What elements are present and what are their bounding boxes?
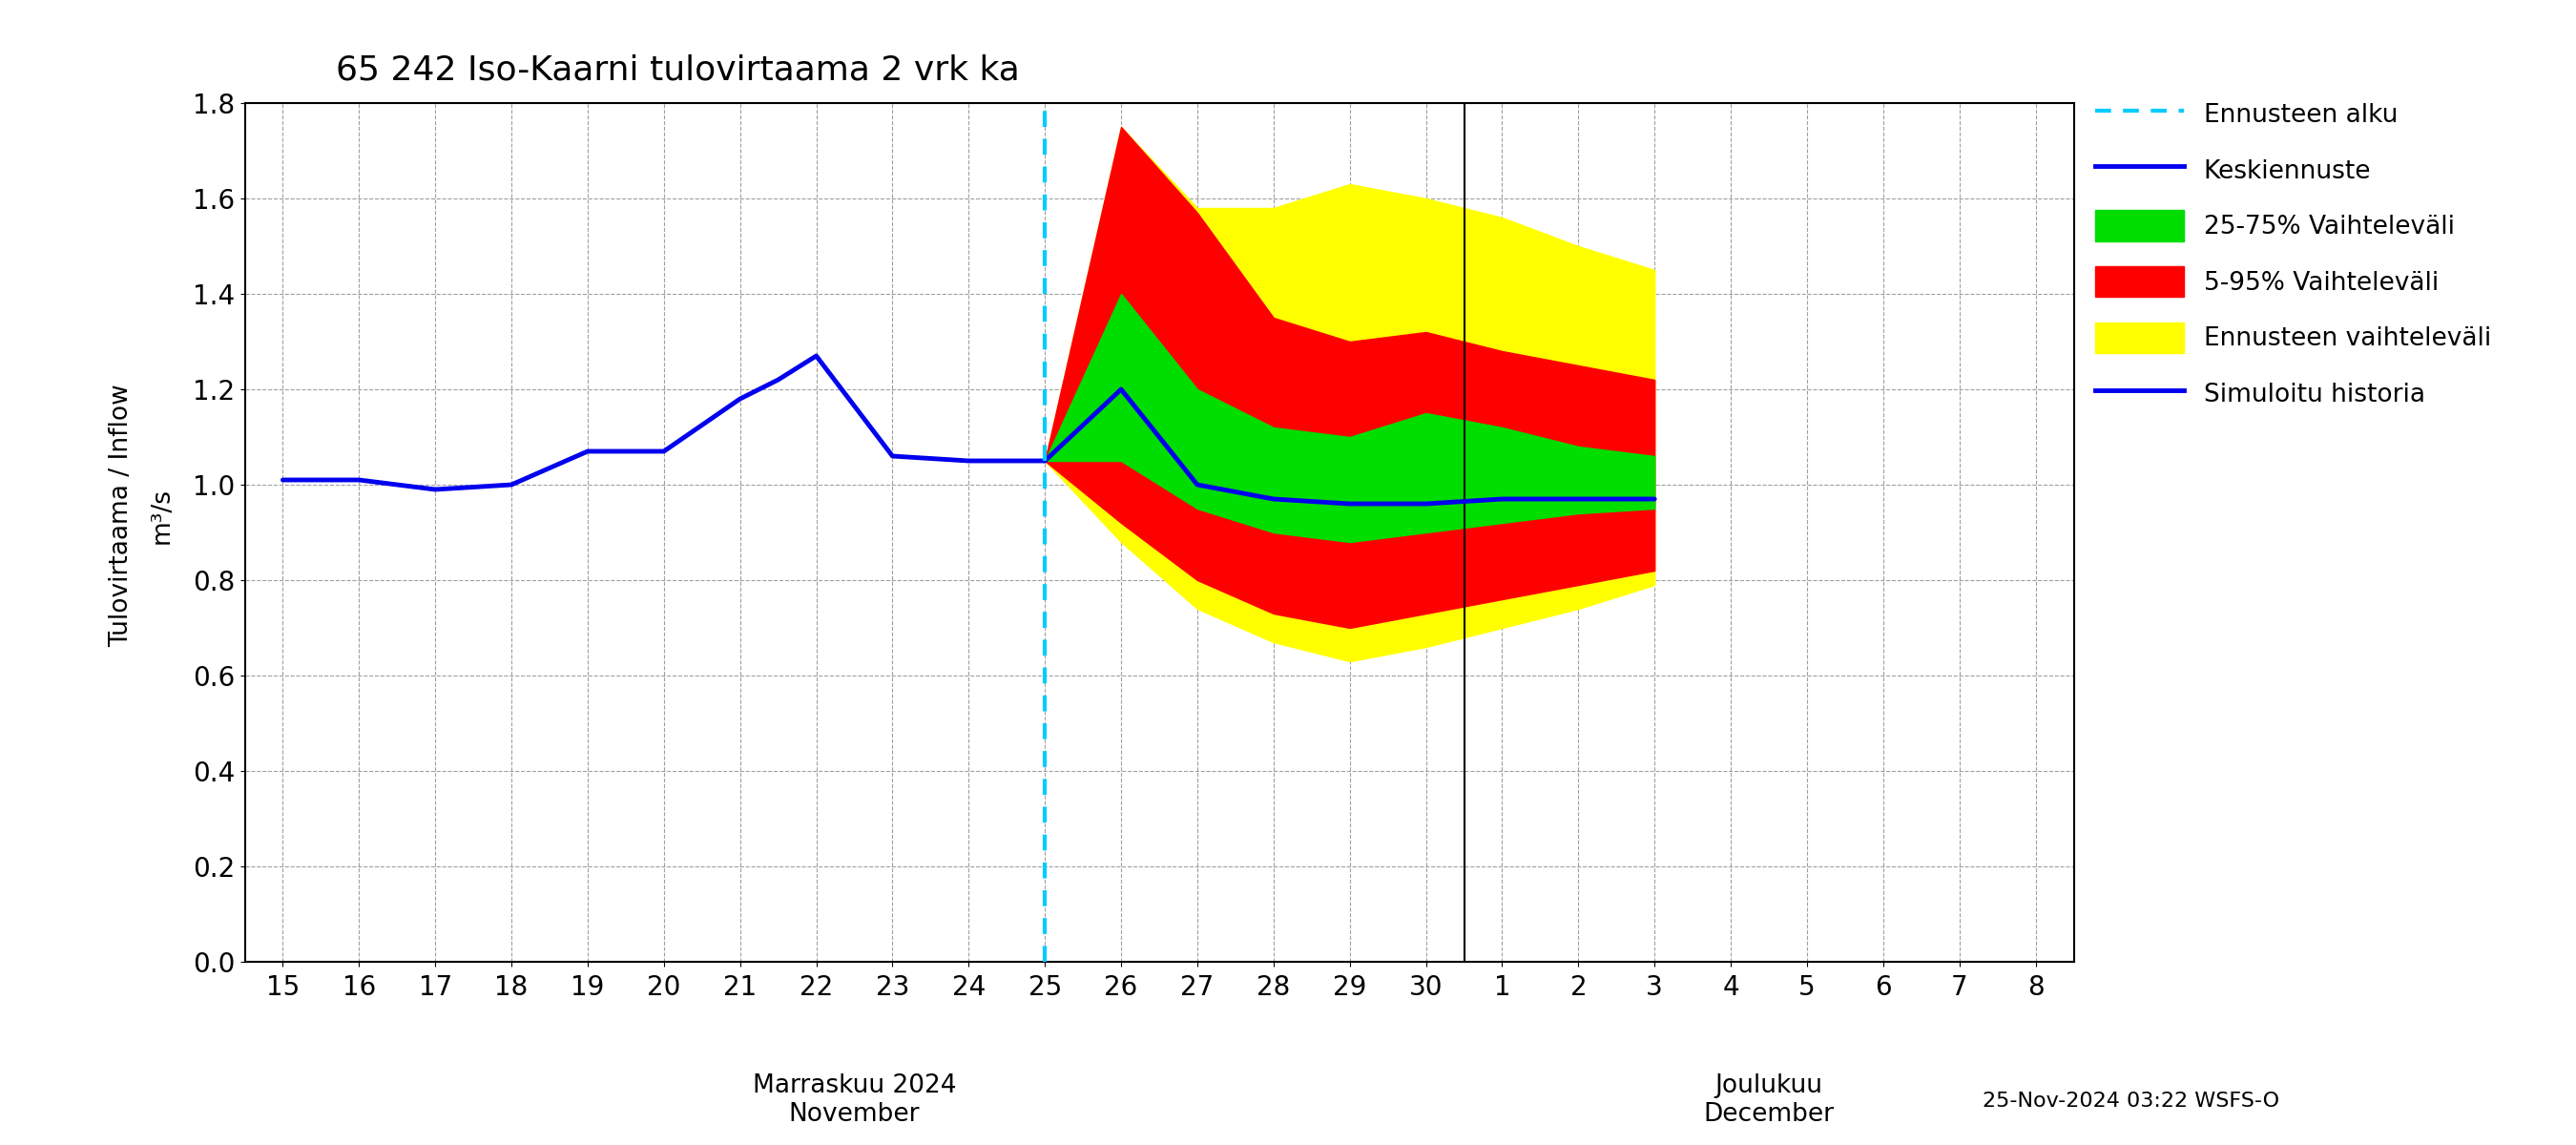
Text: 25-Nov-2024 03:22 WSFS-O: 25-Nov-2024 03:22 WSFS-O [1984,1091,2280,1111]
Legend: Ennusteen alku, Keskiennuste, 25-75% Vaihteleväli, 5-95% Vaihteleväli, Ennusteen: Ennusteen alku, Keskiennuste, 25-75% Vai… [2094,98,2491,409]
Text: Marraskuu 2024
November: Marraskuu 2024 November [752,1074,956,1127]
Text: Joulukuu
December: Joulukuu December [1703,1074,1834,1127]
Text: Tulovirtaama / Inflow
m³/s: Tulovirtaama / Inflow m³/s [108,384,175,647]
Text: 65 242 Iso-Kaarni tulovirtaama 2 vrk ka: 65 242 Iso-Kaarni tulovirtaama 2 vrk ka [335,54,1020,86]
